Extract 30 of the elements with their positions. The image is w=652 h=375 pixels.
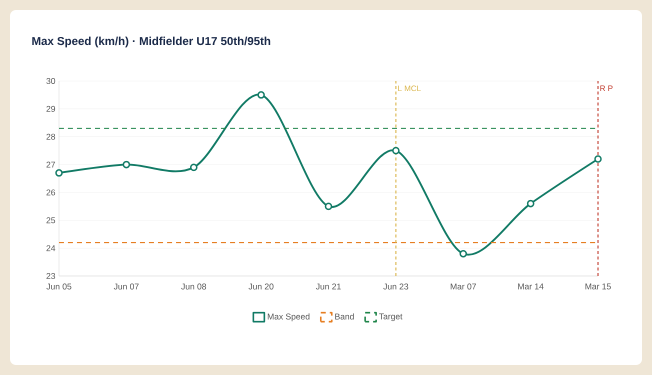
y-tick-label: 29 [46, 106, 56, 112]
y-tick-label: 30 [46, 78, 56, 84]
y-tick-label: 23 [46, 273, 56, 279]
y-tick-label: 27 [46, 162, 56, 168]
x-tick-label: Mar 14 [518, 284, 544, 290]
legend-label: Max Speed [268, 313, 310, 322]
y-tick-label: 24 [46, 245, 56, 252]
y-tick-label: 26 [46, 189, 56, 196]
legend-label: Band [335, 313, 354, 320]
point [257, 91, 265, 99]
chart-title: Max Speed (km/h) · Midfielder U17 50th/95th [32, 36, 270, 48]
point [594, 155, 602, 163]
x-tick-label: Mar 15 [586, 284, 611, 290]
x-tick-label: Mar 07 [450, 284, 476, 290]
x-tick-label: Jun 08 [181, 284, 206, 290]
x-tick-label: Jun 20 [248, 284, 274, 290]
point [324, 202, 332, 210]
point [190, 164, 198, 172]
point [460, 250, 468, 258]
y-tick-label: 25 [46, 217, 56, 224]
x-tick-label: Jun 21 [316, 284, 341, 290]
x-tick-label: Jun 05 [46, 284, 72, 290]
x-tick-label: Jun 07 [114, 284, 139, 290]
x-tick-label: Jun 23 [383, 284, 408, 290]
legend-label: Target [379, 313, 402, 322]
point [122, 160, 130, 168]
point [55, 169, 63, 177]
point [392, 146, 400, 154]
point [526, 200, 534, 208]
y-tick-label: 28 [46, 134, 56, 140]
